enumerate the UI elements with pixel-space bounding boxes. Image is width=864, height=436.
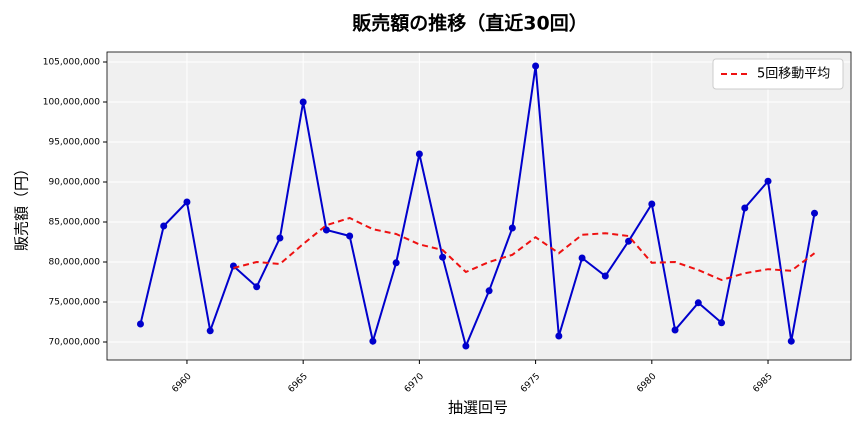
data-point: [671, 326, 679, 334]
y-tick-label: 100,000,000: [43, 98, 101, 108]
data-point: [787, 337, 795, 345]
data-point: [485, 287, 493, 295]
y-tick-label: 105,000,000: [43, 58, 101, 68]
data-point: [253, 283, 261, 291]
data-point: [206, 327, 214, 335]
x-tick-label: 6985: [751, 372, 774, 395]
series-line: [139, 65, 816, 350]
data-point: [160, 222, 168, 230]
data-point: [392, 259, 400, 267]
series-line: [233, 216, 816, 282]
data-point: [718, 319, 726, 327]
data-point: [299, 98, 307, 106]
data-point: [508, 224, 516, 232]
x-tick-label: 6975: [519, 372, 542, 395]
data-point: [811, 209, 819, 217]
x-tick-label: 6970: [403, 371, 426, 394]
data-point: [578, 254, 586, 262]
data-point: [276, 234, 284, 242]
x-tick-label: 6980: [635, 371, 658, 394]
y-tick-label: 80,000,000: [48, 258, 100, 268]
y-tick-label: 75,000,000: [48, 298, 100, 308]
data-point: [369, 337, 377, 345]
data-point: [741, 204, 749, 212]
data-point: [694, 299, 702, 307]
chart-title: 販売額の推移（直近30回）: [352, 12, 587, 35]
data-point: [601, 272, 609, 280]
data-point: [346, 232, 354, 240]
data-point: [183, 198, 191, 206]
plot-border: [106, 51, 852, 361]
y-tick-label: 90,000,000: [48, 178, 100, 188]
y-tick-label: 85,000,000: [48, 218, 100, 228]
plot-area: [107, 52, 851, 360]
data-point: [229, 262, 237, 270]
data-point: [415, 150, 423, 158]
y-tick-label: 70,000,000: [48, 338, 100, 348]
data-point: [555, 332, 563, 340]
data-point: [764, 177, 772, 185]
data-point: [532, 62, 540, 70]
data-point: [648, 200, 656, 208]
data-point: [136, 320, 144, 328]
data-point: [462, 342, 470, 350]
y-tick-label: 95,000,000: [48, 138, 100, 148]
x-axis-label: 抽選回号: [448, 399, 508, 417]
legend-label: 5回移動平均: [757, 67, 830, 82]
y-axis-label: 販売額（円）: [13, 161, 31, 251]
legend-box: [712, 58, 844, 90]
x-tick-label: 6965: [287, 372, 310, 395]
data-point: [322, 226, 330, 234]
x-tick-label: 6960: [170, 371, 193, 394]
data-point: [439, 253, 447, 261]
